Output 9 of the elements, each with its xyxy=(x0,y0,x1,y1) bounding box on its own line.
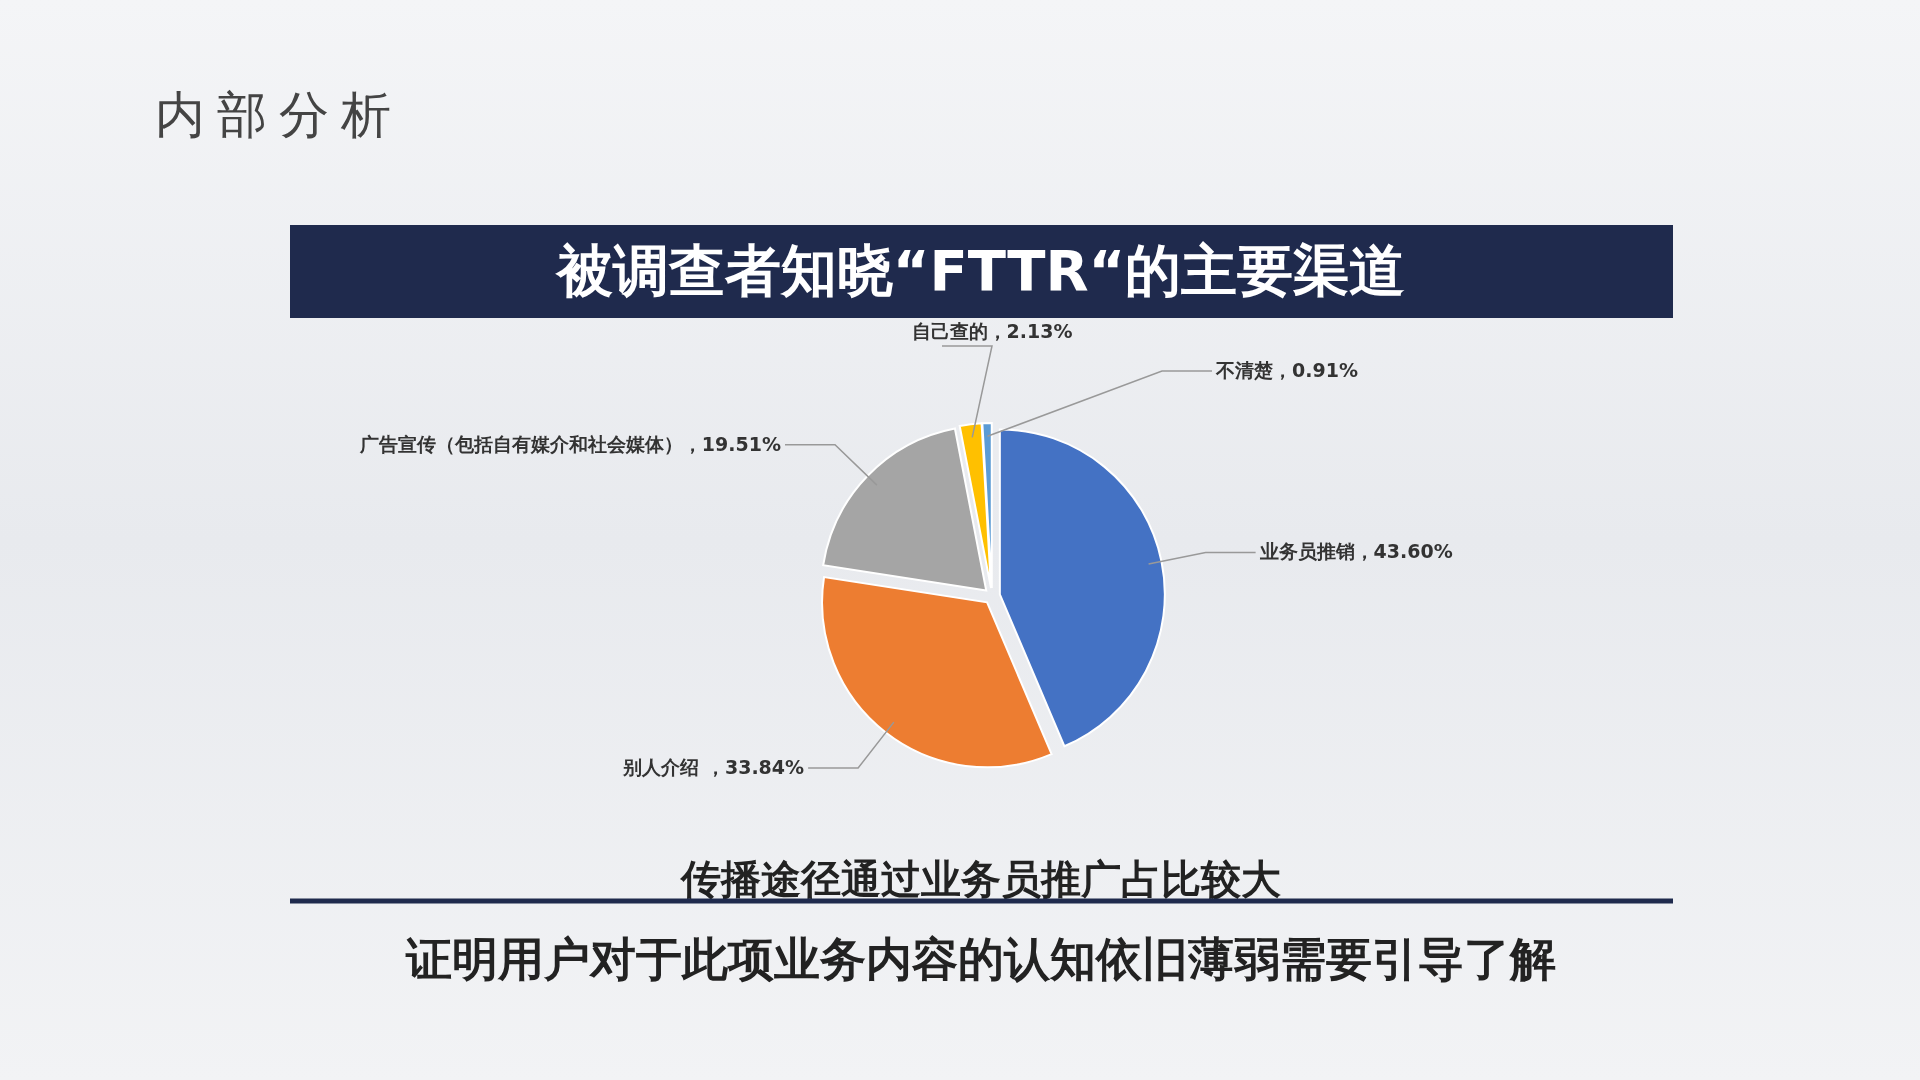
slice-label: 广告宣传（包括自有媒介和社会媒体），19.51% xyxy=(358,432,782,455)
slice-label: 别人介绍 ，33.84% xyxy=(622,756,805,779)
slice-label: 业务员推销，43.60% xyxy=(1258,540,1453,563)
text: 证明用户对于此项业务内容的认知依旧薄弱需要引导了解 xyxy=(405,932,1556,986)
chart-subtitle: 被调查者知晓“FTTR“的主要渠道 xyxy=(554,238,1406,303)
slice-label: 不清楚，0.91% xyxy=(1215,359,1358,381)
chart-title: 内部分析 xyxy=(155,86,403,144)
slice-label: 自己查的，2.13% xyxy=(911,320,1073,342)
text: 传播途径通过业务员推广占比较大 xyxy=(679,856,1281,902)
